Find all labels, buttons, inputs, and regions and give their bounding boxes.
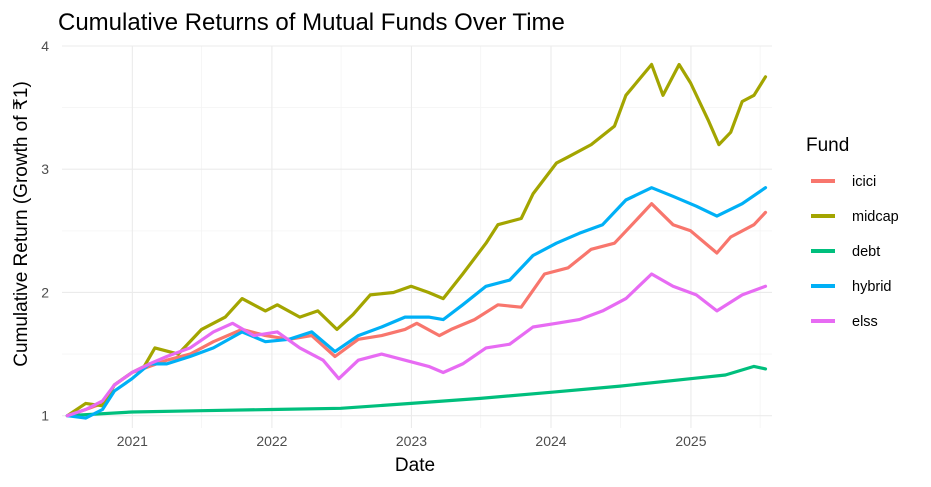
x-axis-ticks: 2021 2022 2023 2024 2025 — [117, 433, 707, 449]
y-tick-label: 3 — [41, 161, 49, 177]
legend-label: icici — [852, 174, 876, 190]
series-lines — [65, 62, 768, 420]
series-line-icici — [65, 202, 768, 418]
legend-item-debt: debt — [811, 244, 880, 260]
legend-item-icici: icici — [811, 174, 876, 190]
series-line-elss — [65, 272, 768, 418]
legend-label: debt — [852, 244, 880, 260]
y-tick-label: 4 — [41, 38, 49, 54]
legend-label: midcap — [852, 209, 899, 225]
x-tick-label: 2024 — [535, 433, 566, 449]
series-line-debt — [65, 364, 768, 418]
legend-item-hybrid: hybrid — [811, 279, 892, 295]
legend-item-elss: elss — [811, 314, 878, 330]
legend-label: hybrid — [852, 279, 892, 295]
y-tick-label: 1 — [41, 408, 49, 424]
x-axis-title: Date — [395, 455, 435, 476]
legend-item-midcap: midcap — [811, 209, 899, 225]
y-axis-title: Cumulative Return (Growth of ₹1) — [11, 81, 32, 367]
legend: Fund icici midcap debt hybrid elss — [806, 135, 899, 330]
x-tick-label: 2023 — [396, 433, 427, 449]
y-axis-ticks: 1 2 3 4 — [41, 38, 49, 424]
x-tick-label: 2021 — [117, 433, 148, 449]
series-line-hybrid — [65, 186, 768, 420]
x-tick-label: 2025 — [675, 433, 706, 449]
legend-title: Fund — [806, 135, 849, 156]
chart-title: Cumulative Returns of Mutual Funds Over … — [58, 9, 565, 36]
grid — [62, 45, 772, 428]
y-tick-label: 2 — [41, 284, 49, 300]
x-tick-label: 2022 — [256, 433, 287, 449]
legend-label: elss — [852, 314, 878, 330]
